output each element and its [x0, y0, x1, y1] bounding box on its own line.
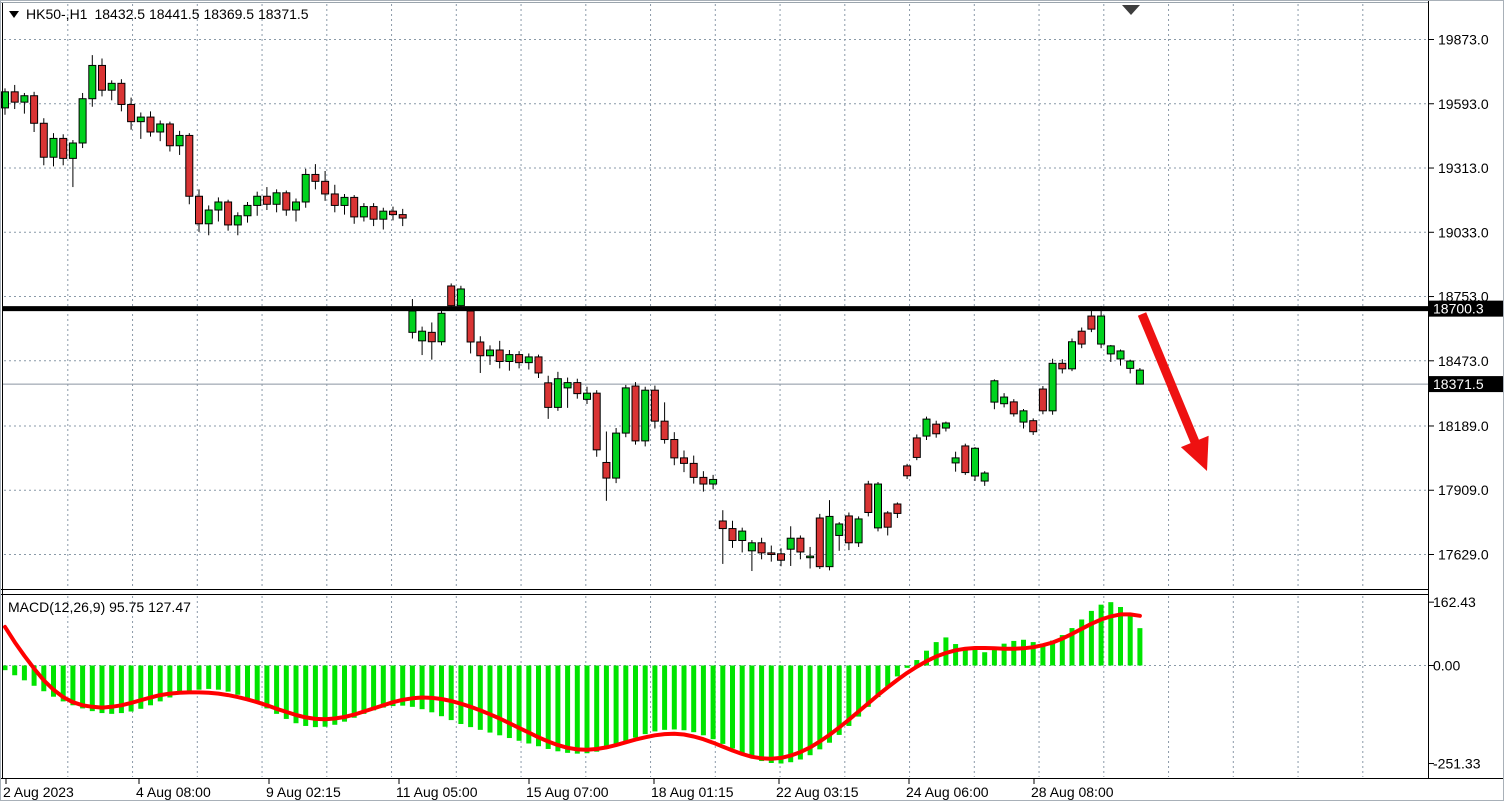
trend-arrow: [1137, 312, 1209, 471]
price-tag: [1429, 376, 1503, 393]
candlestick-series: [1, 55, 1144, 572]
svg-text:18371.5: 18371.5: [1433, 376, 1484, 392]
svg-text:162.43: 162.43: [1433, 594, 1476, 610]
svg-text:18473.0: 18473.0: [1438, 353, 1489, 369]
svg-text:24 Aug 06:00: 24 Aug 06:00: [906, 784, 989, 800]
svg-text:22 Aug 03:15: 22 Aug 03:15: [776, 784, 859, 800]
ohlc-values: 18432.5 18441.5 18369.5 18371.5: [94, 6, 309, 22]
svg-text:4 Aug 08:00: 4 Aug 08:00: [136, 784, 211, 800]
time-axis: 2 Aug 2023 4 Aug 08:00 9 Aug 02:15 11 Aug 0…: [3, 778, 1114, 800]
svg-text:9 Aug 02:15: 9 Aug 02:15: [266, 784, 341, 800]
svg-text:15 Aug 07:00: 15 Aug 07:00: [526, 784, 609, 800]
chart-shift-marker-icon[interactable]: [1122, 5, 1140, 15]
svg-text:17629.0: 17629.0: [1438, 546, 1489, 562]
symbol-timeframe-label: HK50-,H1: [26, 6, 88, 22]
macd-axis: 162.43 0.00 -251.33: [1428, 594, 1481, 772]
svg-text:18 Aug 01:15: 18 Aug 01:15: [651, 784, 734, 800]
macd-histogram: [2, 602, 1143, 764]
svg-text:17909.0: 17909.0: [1438, 482, 1489, 498]
macd-indicator-label: MACD(12,26,9) 95.75 127.47: [8, 599, 191, 615]
svg-text:18700.3: 18700.3: [1433, 301, 1484, 317]
svg-text:0.00: 0.00: [1433, 658, 1460, 674]
svg-text:18753.0: 18753.0: [1438, 289, 1489, 305]
resistance-line[interactable]: [3, 306, 1428, 312]
svg-text:11 Aug 05:00: 11 Aug 05:00: [396, 784, 478, 800]
price-tag: [1429, 300, 1503, 317]
chart-header: HK50-,H1 18432.5 18441.5 18369.5 18371.5: [9, 6, 309, 22]
svg-text:2 Aug 2023: 2 Aug 2023: [3, 784, 74, 800]
panel-frame: [1, 1, 1503, 779]
svg-text:19033.0: 19033.0: [1438, 224, 1489, 240]
symbol-dropdown-icon[interactable]: [9, 10, 19, 18]
svg-text:28 Aug 08:00: 28 Aug 08:00: [1031, 784, 1114, 800]
price-axis: 19873.0 19593.0 19313.0 19033.0 18753.0 18473…: [1428, 32, 1503, 562]
svg-text:19313.0: 19313.0: [1438, 160, 1489, 176]
svg-text:-251.33: -251.33: [1433, 756, 1481, 772]
macd-signal-line: [3, 612, 1142, 761]
svg-text:19593.0: 19593.0: [1438, 96, 1489, 112]
svg-text:18189.0: 18189.0: [1438, 418, 1489, 434]
svg-text:19873.0: 19873.0: [1438, 32, 1489, 48]
